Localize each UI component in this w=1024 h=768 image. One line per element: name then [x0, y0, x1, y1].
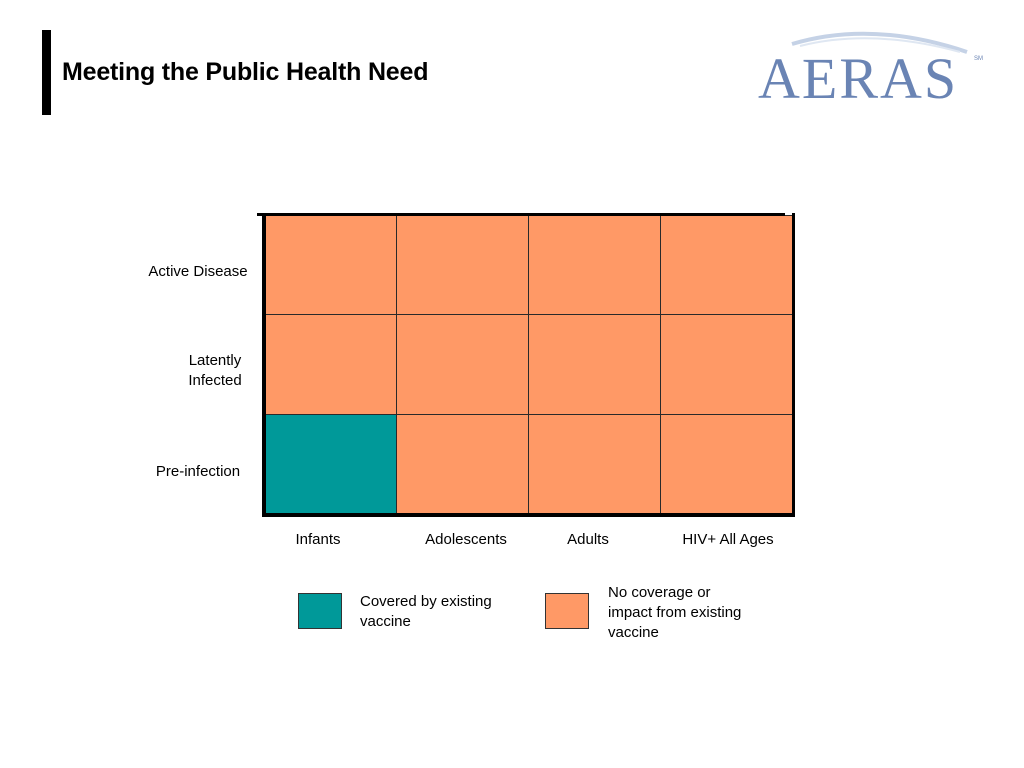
left-axis-line [262, 213, 266, 517]
legend-label-not-covered: No coverage or impact from existing vacc… [608, 584, 742, 641]
logo-service-mark: SM [974, 56, 983, 62]
grid-cell-not-covered [396, 314, 529, 415]
legend-swatch-not-covered [545, 593, 589, 629]
row-label-latently-infected: Latently Infected [188, 352, 242, 389]
top-axis-line [257, 213, 785, 216]
aeras-logo: AERAS SM [752, 22, 992, 122]
grid-cell-not-covered [396, 414, 529, 515]
grid-cell-covered [264, 414, 397, 515]
legend-swatch-covered [298, 593, 342, 629]
col-label-infants: Infants [295, 531, 341, 548]
grid-cell-not-covered [660, 215, 793, 315]
logo-text: AERAS [758, 46, 958, 111]
title-accent-bar [42, 30, 51, 115]
col-label-adults: Adults [567, 531, 609, 548]
aeras-logo-mark: AERAS SM [758, 31, 983, 111]
bottom-axis-line [262, 513, 795, 517]
row-label-active-disease: Active Disease [148, 263, 248, 280]
grid-cell-not-covered [528, 314, 661, 415]
grid-cell-not-covered [660, 314, 793, 415]
row-label-pre-infection: Pre-infection [155, 463, 241, 480]
legend-label-covered: Covered by existing vaccine [360, 593, 492, 630]
grid-cell-not-covered [396, 215, 529, 315]
grid-cell-not-covered [264, 215, 397, 315]
grid-cell-not-covered [528, 215, 661, 315]
right-axis-line [792, 213, 795, 517]
grid-cell-not-covered [264, 314, 397, 415]
col-label-adolescents: Adolescents [425, 531, 507, 548]
page-title: Meeting the Public Health Need [62, 58, 429, 86]
grid-cell-not-covered [528, 414, 661, 515]
col-label-hiv-all-ages: HIV+ All Ages [682, 531, 774, 548]
grid-cell-not-covered [660, 414, 793, 515]
